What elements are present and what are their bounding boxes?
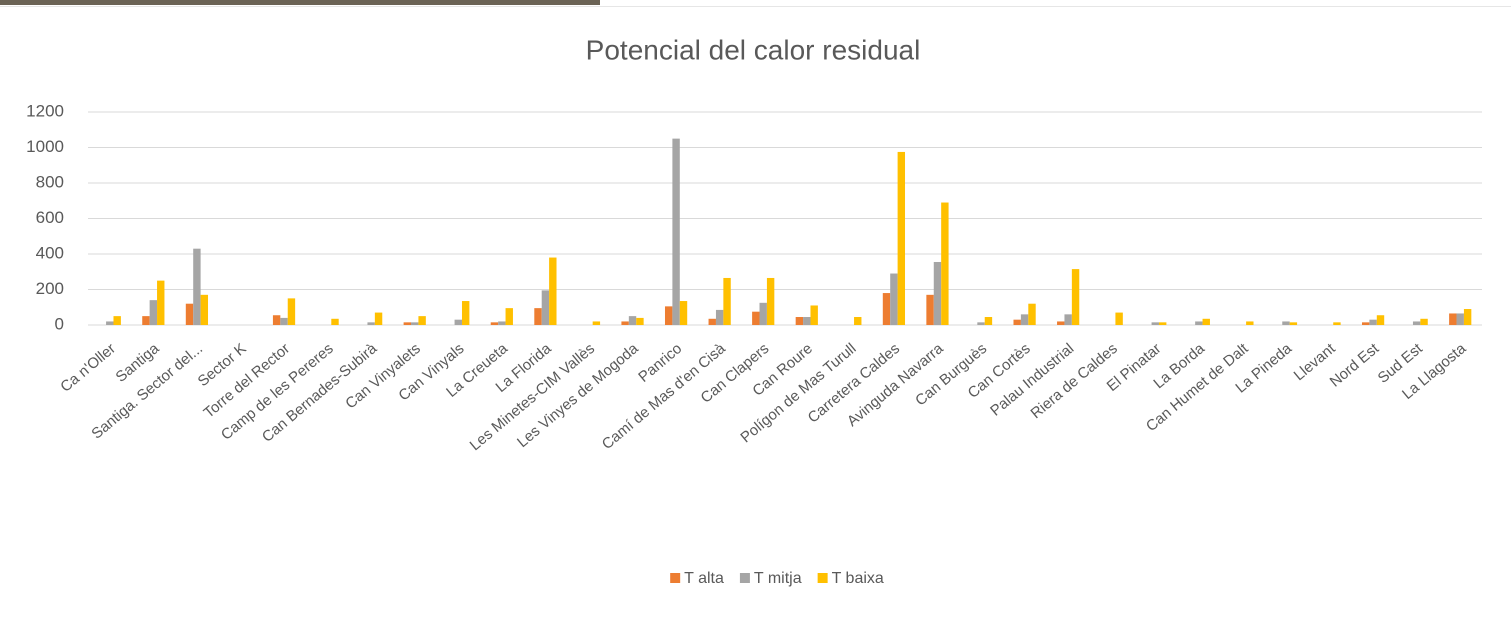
bar (287, 298, 296, 325)
bar (766, 277, 775, 325)
y-tick-label: 0 (55, 314, 64, 333)
chart-title: Potencial del calor residual (586, 34, 921, 65)
bar (106, 321, 114, 325)
bar (1282, 321, 1290, 325)
bar (1449, 313, 1457, 325)
bar (628, 316, 637, 325)
bar (621, 321, 629, 325)
bar (592, 321, 601, 325)
bar (664, 306, 673, 325)
bar (534, 308, 542, 325)
bar (636, 317, 644, 325)
x-tick-label: Can Vinyalets (342, 340, 424, 412)
bar (200, 294, 209, 325)
bar (1420, 318, 1428, 325)
bar (1195, 321, 1203, 325)
legend-label: T baixa (832, 570, 884, 587)
legend-swatch (739, 573, 750, 583)
legend-label: T mitja (754, 570, 802, 587)
bar (1456, 313, 1464, 325)
bar (418, 316, 426, 325)
legend-label: T alta (684, 570, 724, 587)
bar (1246, 321, 1254, 325)
bar (941, 202, 949, 325)
bar (984, 317, 993, 325)
bar (1289, 322, 1298, 325)
photo-strip (0, 0, 600, 5)
bar (715, 309, 724, 325)
bar (977, 322, 985, 325)
bar (1071, 269, 1080, 325)
bar (752, 311, 760, 325)
x-tick-label: Ca n'Oller (57, 340, 119, 396)
bar (272, 315, 281, 325)
bar (1013, 319, 1021, 325)
bar (1376, 315, 1385, 325)
bar (149, 300, 158, 325)
bar (854, 317, 862, 325)
bar (549, 257, 557, 325)
bar (505, 308, 513, 325)
bar (193, 248, 201, 325)
bar (374, 312, 383, 325)
bar (1151, 322, 1159, 325)
bar (1202, 318, 1210, 325)
bar (1158, 322, 1167, 325)
y-tick-label: 800 (36, 172, 64, 191)
bar (1361, 322, 1370, 325)
bar (411, 322, 419, 325)
bar (1369, 319, 1377, 325)
bar (708, 318, 716, 325)
bar (113, 316, 121, 325)
y-tick-label: 400 (36, 243, 64, 262)
legend-swatch (670, 573, 681, 583)
bar (1028, 303, 1036, 325)
bar (890, 273, 898, 325)
bar (1020, 314, 1029, 325)
bar (1115, 312, 1123, 325)
bar (803, 317, 811, 325)
bar (882, 293, 891, 325)
bar (795, 317, 804, 325)
bar (490, 322, 499, 325)
y-tick-label: 200 (36, 279, 64, 298)
bar (897, 151, 906, 325)
y-tick-label: 600 (36, 208, 64, 227)
bar (157, 280, 165, 325)
bar (810, 305, 818, 325)
bar (498, 321, 506, 325)
bar (461, 301, 470, 325)
bar (280, 317, 288, 325)
bar (331, 318, 339, 325)
legend-swatch (817, 573, 828, 583)
bar (679, 301, 688, 325)
x-tick-label: Nord Est (1327, 340, 1383, 391)
bar (142, 316, 150, 325)
bar (1463, 309, 1472, 325)
bar (1057, 321, 1065, 325)
bar (672, 138, 680, 325)
y-tick-label: 1200 (26, 101, 64, 120)
bar (185, 303, 194, 325)
bar (541, 290, 550, 325)
bar (1064, 314, 1072, 325)
y-tick-label: 1000 (26, 137, 64, 156)
bar (926, 294, 934, 325)
bar (723, 277, 731, 325)
bar (367, 322, 375, 325)
bar (403, 322, 412, 325)
bar (759, 302, 767, 325)
bar (1412, 321, 1421, 325)
bar (454, 319, 462, 325)
bar (1333, 322, 1341, 325)
bar (933, 261, 942, 325)
